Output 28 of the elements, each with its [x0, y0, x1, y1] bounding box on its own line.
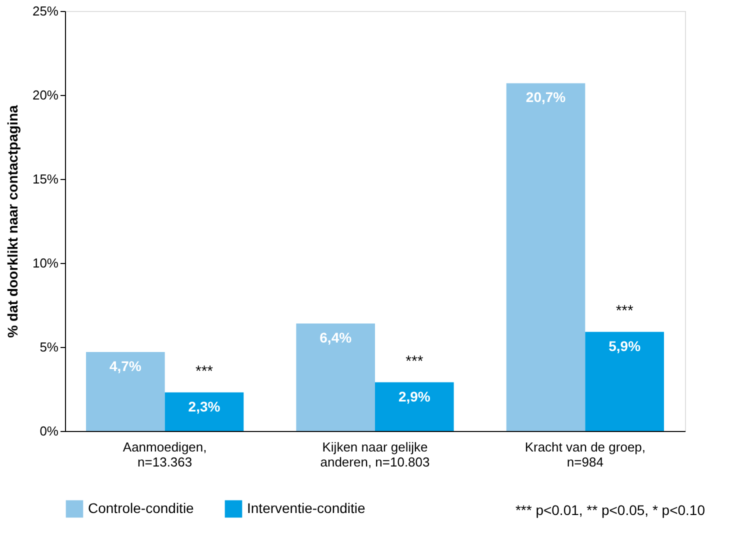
data-label: 20,7% [526, 89, 566, 106]
bar [585, 332, 664, 431]
annotation: *** [616, 302, 634, 320]
y-tick-label: 25% [32, 4, 59, 18]
legend-label: Controle-conditie [88, 500, 194, 516]
data-label: 2,9% [398, 388, 431, 404]
y-axis-title: % dat doorklikt naar contactpagina [4, 104, 20, 338]
y-tick-label: 15% [32, 172, 59, 186]
bar [375, 382, 454, 431]
y-tick-label: 10% [32, 256, 59, 270]
bar [164, 392, 244, 431]
x-tick-label: Aanmoedigen, n=13.363 [122, 440, 207, 470]
legend-label: Interventie-conditie [247, 500, 366, 516]
bar [86, 352, 165, 431]
annotation: *** [195, 362, 214, 380]
bar [296, 323, 375, 431]
bar [506, 83, 586, 431]
y-tick-label: 0% [40, 424, 59, 438]
x-tick-label: Kijken naar gelijke anderen, n=10.803 [320, 440, 430, 470]
y-tick-label: 5% [40, 340, 59, 354]
y-tick-label: 20% [32, 88, 59, 102]
annotation: *** [406, 352, 424, 370]
data-label: 2,3% [188, 398, 221, 414]
data-label: 6,4% [320, 329, 352, 346]
data-label: 4,7% [109, 358, 142, 374]
text: *** p<0.01, ** p<0.05, * p<0.10 [515, 502, 706, 518]
data-label: 5,9% [608, 338, 642, 354]
x-tick-label: Kracht van de groep, n=984 [524, 440, 646, 470]
